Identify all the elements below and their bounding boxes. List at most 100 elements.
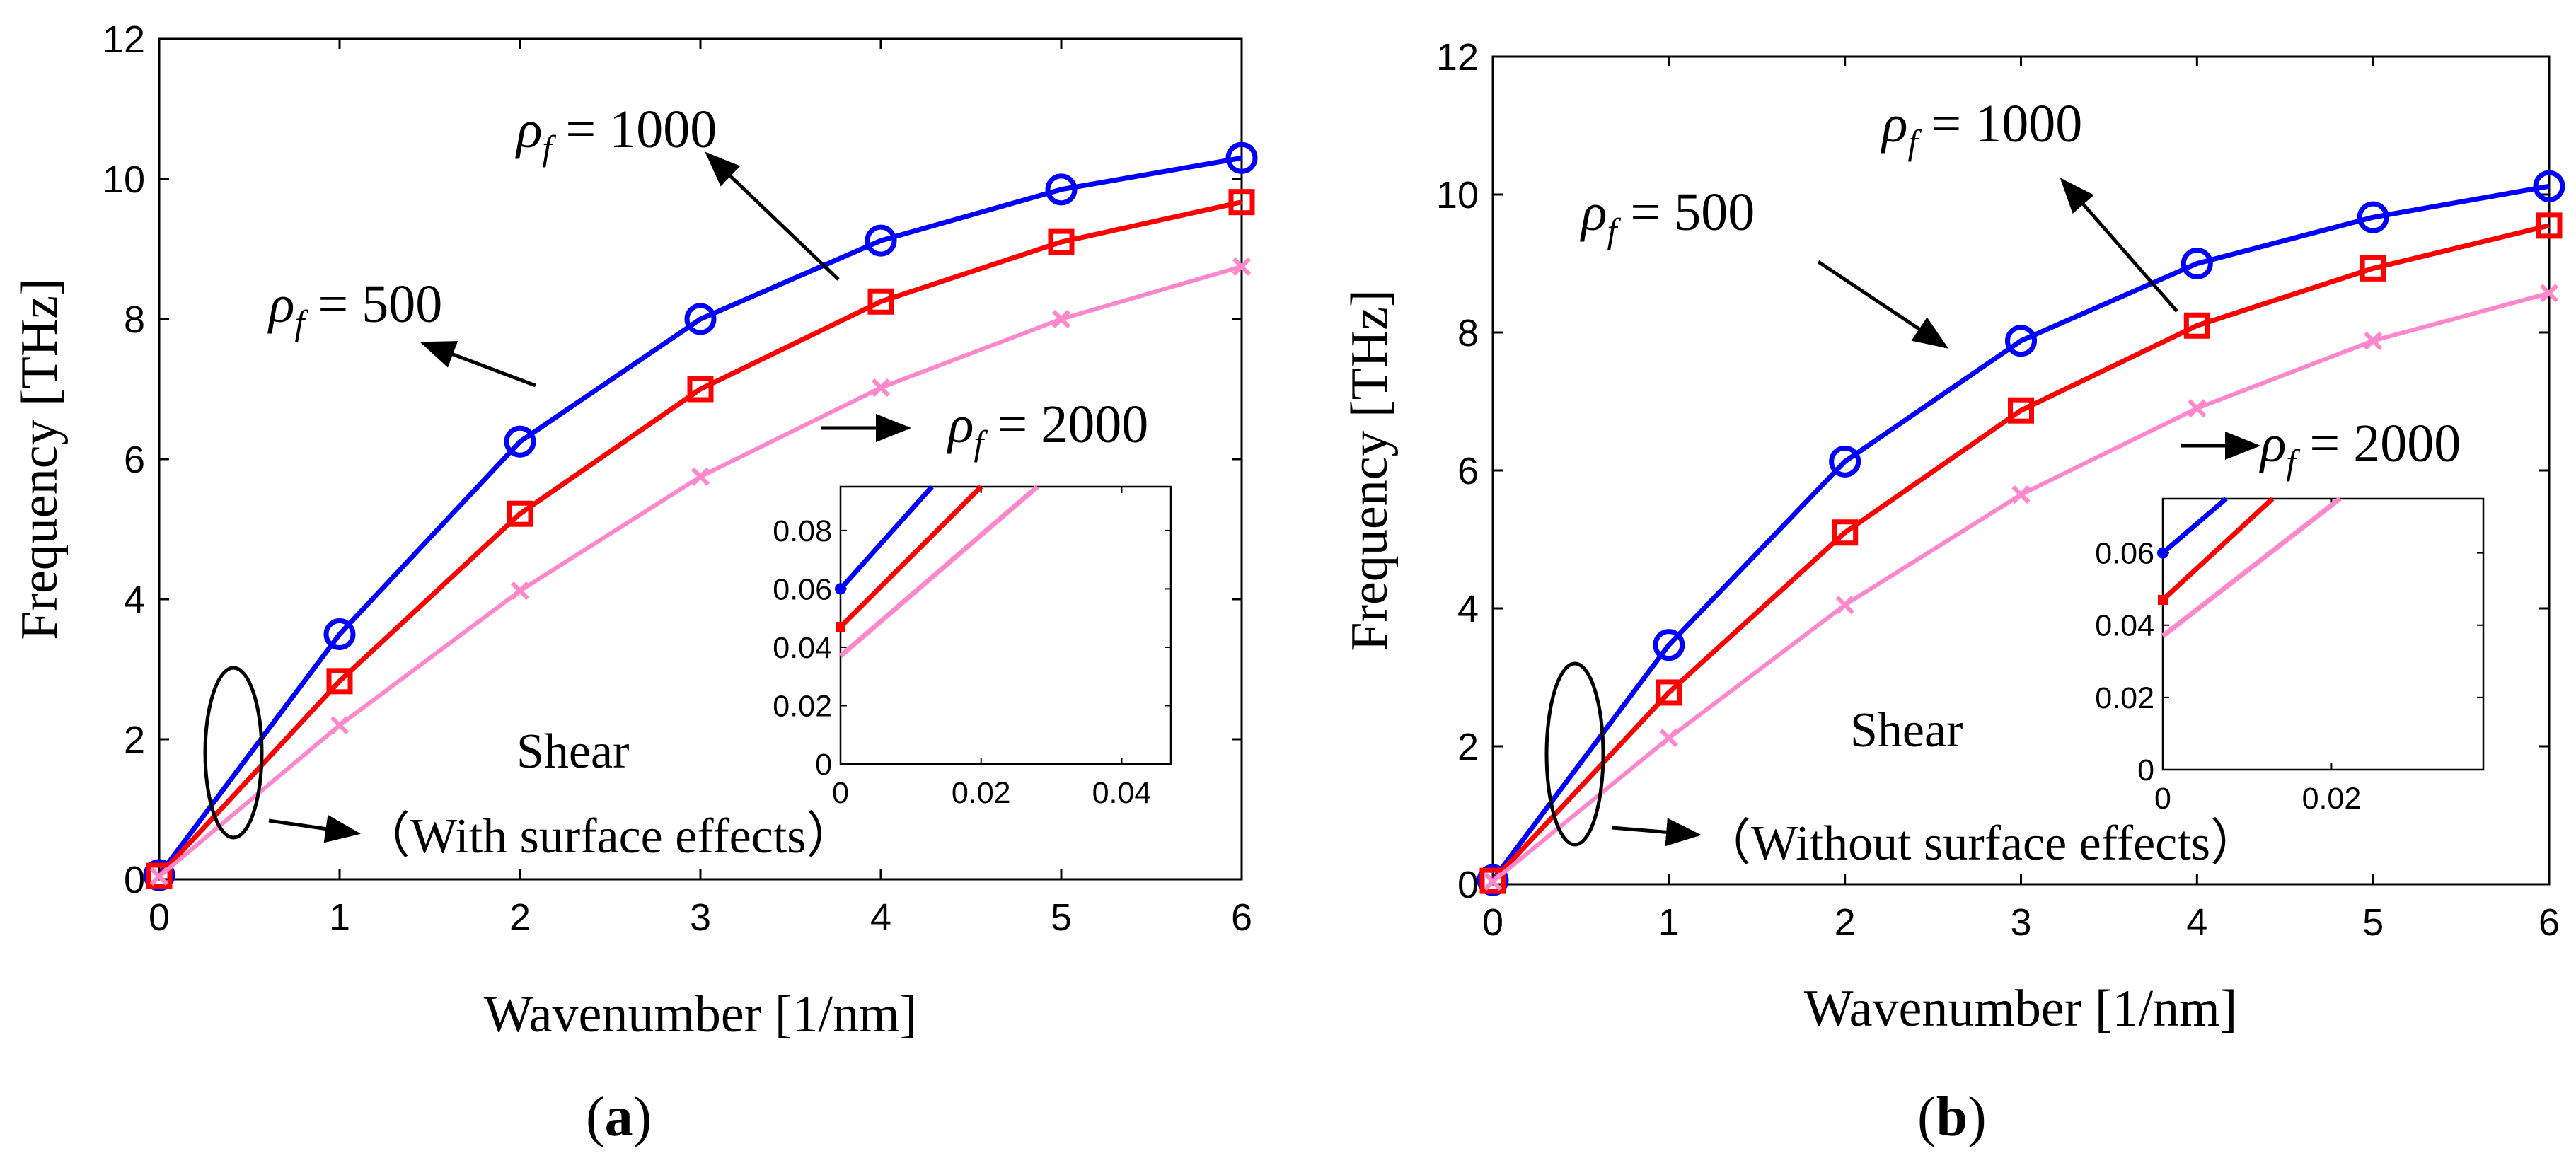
data-point-square bbox=[1048, 228, 1075, 255]
series-group-a bbox=[143, 141, 1258, 891]
data-point-square bbox=[2183, 312, 2210, 339]
data-point-x bbox=[1051, 309, 1071, 329]
inset-chart-b: 0 0.02 0 0.02 0.04 0.06 bbox=[2095, 497, 2485, 816]
inset-y-tick-label: 0.08 bbox=[773, 514, 832, 548]
y-tick-label: 2 bbox=[1457, 726, 1479, 768]
data-point-circle bbox=[1045, 173, 1078, 206]
y-axis-title-b: Frequency [THz] bbox=[1341, 289, 1399, 652]
zoom-ellipse-a bbox=[203, 666, 264, 840]
y-tick-label: 6 bbox=[1457, 450, 1479, 492]
y-tick-label: 10 bbox=[103, 158, 145, 201]
panel-label-b: (b) bbox=[1917, 1086, 1987, 1148]
data-point-circle bbox=[2357, 201, 2389, 233]
data-point-square bbox=[1479, 867, 1506, 894]
arrow-effects-b bbox=[1611, 818, 1702, 847]
series-line bbox=[157, 155, 1242, 877]
data-point-square bbox=[1228, 189, 1255, 216]
arrow-effects-a bbox=[268, 814, 361, 843]
inset-ticks-a: 0 0.02 0.04 0 0.02 0.04 0.06 0.08 bbox=[773, 487, 1171, 810]
data-point-x bbox=[1232, 257, 1252, 276]
inset-start-point bbox=[2158, 594, 2168, 605]
y-tick-label: 12 bbox=[103, 18, 145, 61]
inset-start-point bbox=[836, 622, 845, 632]
y-axis-title-a: Frequency [THz] bbox=[11, 278, 69, 640]
y-tick-label: 4 bbox=[1457, 588, 1479, 630]
x-tick-label: 5 bbox=[2362, 901, 2384, 944]
inset-chart-a: 0 0.02 0.04 0 0.02 0.04 0.06 0.08 bbox=[773, 485, 1172, 810]
x-tick-label: 1 bbox=[329, 896, 350, 939]
rho-1000-label-a: ρf = 1000 bbox=[515, 100, 717, 168]
inset-series-line bbox=[838, 485, 934, 591]
y-tick-label: 10 bbox=[1436, 174, 1479, 216]
x-axis-title-b: Wavenumber [1/nm] bbox=[1804, 980, 2238, 1038]
x-tick-label: 4 bbox=[2186, 901, 2207, 944]
mode-label-a: Shear bbox=[516, 724, 629, 779]
inset-frame-b bbox=[2161, 497, 2485, 771]
data-point-square bbox=[2360, 255, 2386, 282]
inset-y-tick-label: 0.06 bbox=[773, 572, 832, 606]
data-point-x bbox=[691, 467, 710, 486]
x-tick-label: 2 bbox=[1835, 901, 1856, 944]
rho-2000-label-a: ρf = 2000 bbox=[947, 395, 1148, 463]
data-point-x bbox=[2011, 485, 2031, 504]
x-tick-label: 4 bbox=[870, 896, 891, 939]
data-point-x bbox=[2539, 284, 2559, 303]
y-tick-label: 6 bbox=[124, 439, 145, 481]
x-tick-label: 6 bbox=[2539, 901, 2560, 944]
rho-500-label-b: ρf = 500 bbox=[1580, 183, 1755, 250]
y-tick-label: 2 bbox=[124, 719, 145, 761]
x-tick-label: 3 bbox=[2010, 901, 2031, 944]
data-point-circle bbox=[684, 303, 717, 335]
arrow-rho-1000-a bbox=[705, 151, 840, 281]
data-point-x bbox=[330, 716, 350, 735]
data-point-circle bbox=[323, 618, 356, 650]
data-point-circle bbox=[1225, 141, 1258, 174]
data-point-square bbox=[687, 376, 714, 403]
inset-y-tick-label: 0 bbox=[815, 748, 832, 782]
data-point-square bbox=[2008, 397, 2034, 424]
data-point-square bbox=[1832, 519, 1859, 546]
data-point-circle bbox=[2005, 325, 2037, 357]
data-point-x bbox=[510, 581, 530, 601]
data-point-circle bbox=[865, 224, 897, 257]
data-point-circle bbox=[2181, 248, 2213, 279]
x-tick-label: 5 bbox=[1051, 896, 1072, 939]
x-tick-label: 6 bbox=[1231, 896, 1252, 939]
inset-start-point bbox=[2157, 547, 2168, 559]
rho-2000-label-b: ρf = 2000 bbox=[2259, 414, 2461, 482]
effects-label-b: （Without surface effects） bbox=[1702, 816, 2260, 871]
inset-y-tick-label: 0.02 bbox=[773, 689, 832, 723]
series-line bbox=[157, 199, 1242, 878]
series-line bbox=[1491, 223, 2550, 883]
data-point-square bbox=[2536, 212, 2563, 239]
x-tick-label: 3 bbox=[690, 896, 711, 939]
rho-500-label-a: ρf = 500 bbox=[267, 274, 442, 342]
y-tick-label: 8 bbox=[1457, 312, 1479, 354]
y-tick-label: 12 bbox=[1436, 36, 1479, 79]
panel-label-a: (a) bbox=[586, 1086, 652, 1148]
x-tick-label: 0 bbox=[149, 896, 170, 939]
data-point-x bbox=[2364, 331, 2383, 350]
arrow-rho-500-b bbox=[1817, 260, 1949, 349]
data-point-x bbox=[2188, 399, 2207, 418]
y-tick-label: 0 bbox=[1457, 864, 1479, 906]
data-point-square bbox=[146, 862, 173, 889]
data-point-square bbox=[1656, 679, 1682, 706]
inset-y-tick-label: 0.04 bbox=[2095, 609, 2154, 643]
data-point-square bbox=[326, 668, 353, 695]
inset-series-line bbox=[838, 485, 983, 629]
inset-x-tick-label: 0 bbox=[832, 776, 849, 810]
series-line bbox=[1491, 183, 2550, 882]
arrow-rho-1000-b bbox=[2060, 178, 2178, 313]
inset-x-tick-label: 0.02 bbox=[952, 776, 1011, 810]
inset-x-tick-label: 0.04 bbox=[1092, 776, 1152, 810]
data-point-x bbox=[149, 867, 169, 886]
data-point-circle bbox=[1829, 445, 1861, 478]
inset-x-tick-label: 0 bbox=[2154, 782, 2171, 816]
data-point-square bbox=[867, 288, 894, 315]
inset-y-tick-label: 0 bbox=[2137, 753, 2154, 787]
data-point-square bbox=[507, 500, 533, 527]
